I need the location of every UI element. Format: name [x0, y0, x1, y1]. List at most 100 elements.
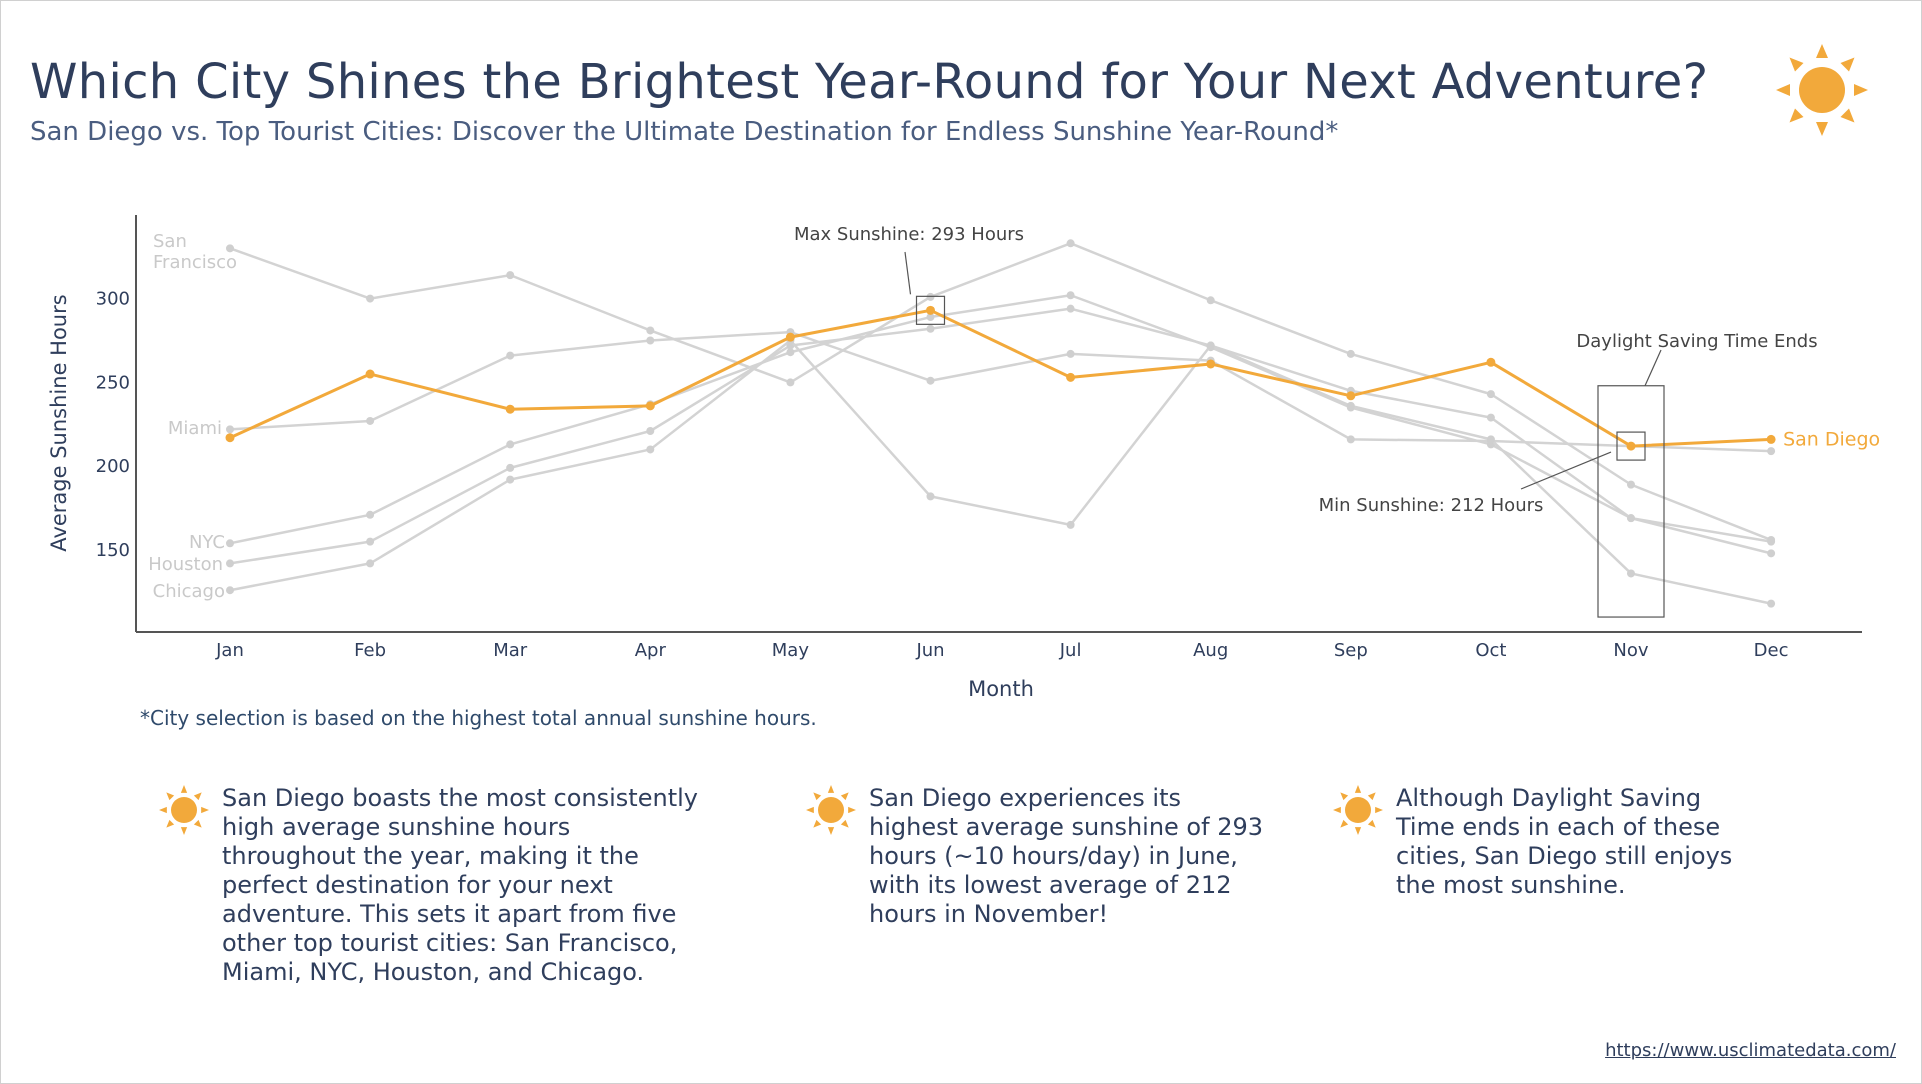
data-point — [1066, 304, 1075, 313]
series-line-chicago — [229, 339, 1772, 605]
min-annotation-box — [1616, 431, 1646, 461]
max-annotation-box — [915, 295, 946, 325]
data-point — [646, 427, 655, 436]
source-link[interactable]: https://www.usclimatedata.com/ — [1605, 1040, 1896, 1061]
data-point — [1206, 296, 1215, 305]
data-point — [926, 313, 935, 322]
data-point — [1486, 413, 1495, 422]
sun-icon — [1776, 44, 1868, 136]
series-line-houston — [229, 307, 1772, 565]
data-point — [1627, 514, 1635, 523]
footnote: *City selection is based on the highest … — [140, 706, 817, 730]
series-line-san-francisco — [229, 242, 1772, 542]
data-point — [506, 463, 515, 472]
data-point — [1486, 357, 1496, 367]
insight-3: Although Daylight Saving Time ends in ea… — [1333, 784, 1766, 900]
data-point — [645, 401, 655, 411]
data-point — [1066, 349, 1075, 358]
sun-icon — [1333, 785, 1383, 835]
series-line-nyc — [229, 293, 1772, 545]
data-point — [225, 433, 235, 443]
data-point — [1346, 401, 1355, 410]
dst-annotation-box — [1597, 385, 1665, 618]
data-point — [1346, 391, 1356, 401]
data-point — [1767, 599, 1776, 608]
data-point — [1486, 390, 1495, 399]
x-tick-label: Aug — [1193, 640, 1228, 661]
dst-annotation-label: Daylight Saving Time Ends — [1576, 331, 1817, 352]
data-point — [1066, 291, 1075, 300]
data-point — [1766, 434, 1776, 444]
data-point — [926, 305, 935, 315]
y-tick-label: 200 — [96, 456, 130, 477]
data-point — [786, 348, 795, 357]
data-point — [226, 539, 234, 548]
data-point — [506, 351, 515, 360]
x-tick-label: Feb — [354, 640, 386, 661]
data-point — [366, 537, 375, 546]
data-point — [506, 271, 515, 280]
data-point — [506, 440, 515, 449]
data-point — [365, 369, 375, 379]
data-point — [1066, 372, 1076, 382]
x-tick-label: Jul — [1059, 640, 1082, 661]
x-tick-label: Jan — [215, 640, 244, 661]
x-tick-label: Oct — [1475, 640, 1506, 661]
series-label: Houston — [148, 554, 223, 575]
data-point — [1626, 441, 1636, 451]
data-point — [1627, 480, 1635, 489]
min-annotation-leader — [1520, 451, 1612, 490]
data-point — [505, 404, 515, 414]
data-point — [226, 425, 234, 434]
sun-icon — [159, 785, 209, 835]
data-point — [226, 586, 234, 595]
data-point — [226, 559, 234, 568]
series-label: Chicago — [153, 581, 225, 602]
data-point — [226, 244, 234, 253]
data-point — [366, 510, 375, 519]
data-point — [1767, 447, 1776, 456]
data-point — [926, 492, 935, 501]
y-tick-label: 250 — [96, 372, 130, 393]
series-label: San — [153, 231, 187, 252]
x-tick-label: Dec — [1754, 640, 1789, 661]
max-annotation-leader — [904, 251, 912, 295]
data-point — [1486, 435, 1495, 444]
data-point — [506, 475, 515, 484]
data-point — [646, 336, 655, 345]
data-point — [786, 378, 795, 387]
x-tick-label: Mar — [493, 640, 528, 661]
max-annotation-label: Max Sunshine: 293 Hours — [794, 224, 1024, 245]
data-point — [366, 559, 375, 568]
series-label: NYC — [189, 532, 225, 553]
insight-2: San Diego experiences its highest averag… — [806, 784, 1269, 929]
data-point — [1346, 349, 1355, 358]
insight-text: San Diego boasts the most consistently h… — [222, 784, 698, 986]
x-axis-title: Month — [968, 677, 1034, 701]
data-point — [1767, 537, 1776, 546]
data-point — [366, 416, 375, 425]
insight-text: Although Daylight Saving Time ends in ea… — [1396, 784, 1733, 899]
series-label: Francisco — [153, 252, 237, 273]
data-point — [646, 326, 655, 335]
series-label-san-diego: San Diego — [1783, 428, 1880, 450]
data-point — [366, 294, 375, 303]
data-point — [1346, 435, 1355, 444]
series-line-san-diego — [229, 308, 1772, 448]
dst-annotation-leader — [1644, 349, 1662, 386]
data-point — [1066, 239, 1075, 248]
series-line-miami — [229, 330, 1772, 453]
x-tick-label: Nov — [1613, 640, 1648, 661]
y-axis-title: Average Sunshine Hours — [47, 294, 71, 551]
data-point — [1767, 549, 1776, 558]
data-point — [1627, 569, 1635, 578]
y-tick-label: 300 — [96, 289, 130, 310]
data-point — [1206, 359, 1216, 369]
min-annotation-label: Min Sunshine: 212 Hours — [1319, 495, 1544, 516]
series-label: Miami — [168, 418, 222, 439]
x-tick-label: Jun — [915, 640, 944, 661]
x-tick-label: May — [772, 640, 810, 661]
x-tick-label: Apr — [635, 640, 667, 661]
sunshine-line-chart: 150 200 250 300 Jan Feb Mar Apr May Jun Jul Aug Sep O… — [47, 215, 1880, 701]
page-title: Which City Shines the Brightest Year-Rou… — [30, 54, 1709, 110]
